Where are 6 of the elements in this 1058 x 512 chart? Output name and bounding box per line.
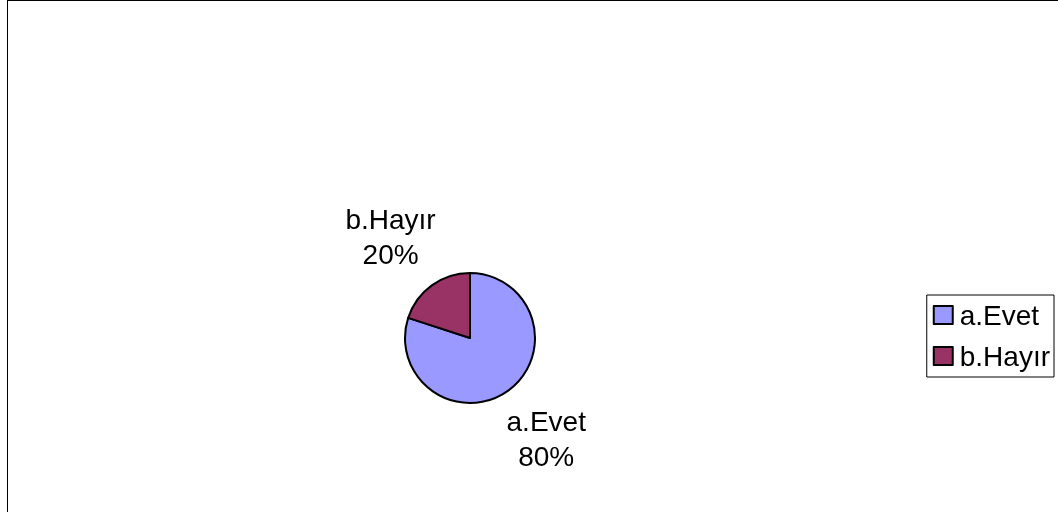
legend-label: a.Evet	[959, 299, 1040, 331]
slice-label: a.Evet	[506, 406, 587, 438]
legend-label: b.Hayır	[959, 340, 1050, 372]
slice-label: b.Hayır	[345, 203, 436, 235]
data-label: 20%	[362, 238, 419, 270]
data-label: 80%	[518, 441, 575, 473]
